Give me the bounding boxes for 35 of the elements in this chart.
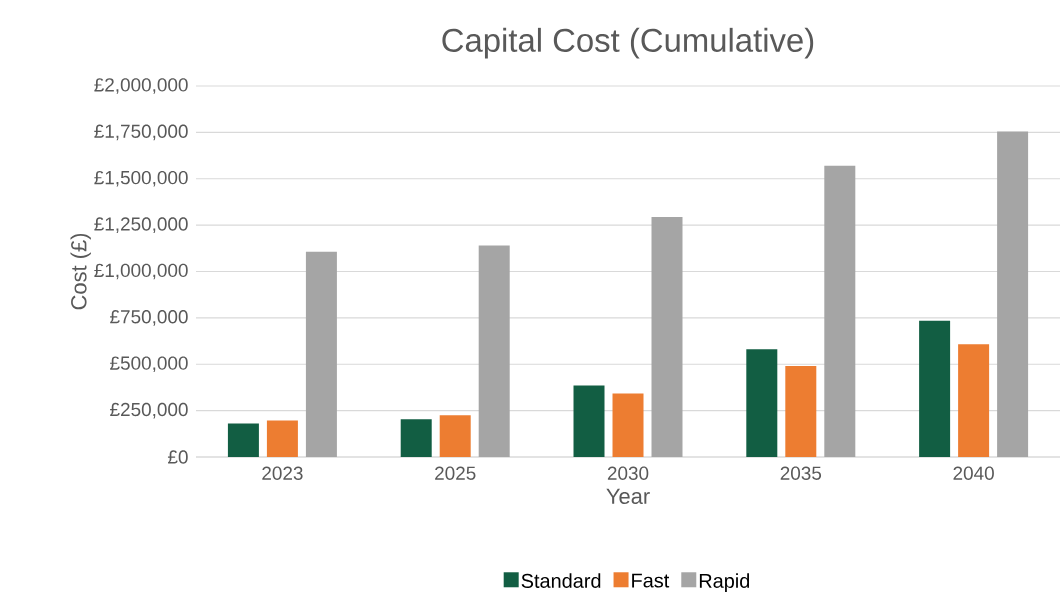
legend-label: Fast [632, 573, 670, 588]
bar [439, 415, 471, 457]
chart-title: Capital Cost (Cumulative) [442, 27, 814, 59]
bar [227, 423, 259, 457]
bar [573, 385, 605, 457]
y-tick-label: £1,500,000 [94, 170, 188, 187]
y-tick-label: £2,000,000 [94, 78, 188, 94]
bar [919, 320, 951, 457]
bar [958, 344, 990, 457]
x-tick-label: 2030 [607, 466, 649, 480]
bar [305, 251, 337, 457]
y-tick-label: £1,000,000 [94, 263, 188, 280]
x-tick-label: 2025 [435, 466, 476, 480]
bar [266, 420, 298, 457]
bar [785, 366, 817, 457]
bar [746, 349, 778, 457]
bar [478, 245, 510, 457]
bar [612, 393, 644, 457]
y-tick-label: £1,250,000 [94, 217, 188, 233]
bar [651, 216, 683, 457]
y-tick-label: £750,000 [110, 310, 188, 326]
y-tick-label: £500,000 [110, 356, 188, 373]
legend-label: Standard [521, 573, 601, 588]
x-tick-label: 2040 [953, 466, 994, 480]
x-tick-label: 2023 [262, 466, 303, 480]
bar [400, 419, 432, 457]
bar [824, 165, 856, 457]
y-tick-label: £250,000 [110, 402, 188, 419]
y-axis-title: Cost (£) [70, 233, 91, 310]
y-tick-label: £1,750,000 [94, 124, 188, 141]
x-axis-title: Year [606, 488, 650, 505]
legend-label: Rapid [699, 573, 750, 592]
y-tick-label: £0 [167, 450, 188, 464]
bar [997, 131, 1029, 457]
x-tick-label: 2035 [780, 466, 822, 480]
